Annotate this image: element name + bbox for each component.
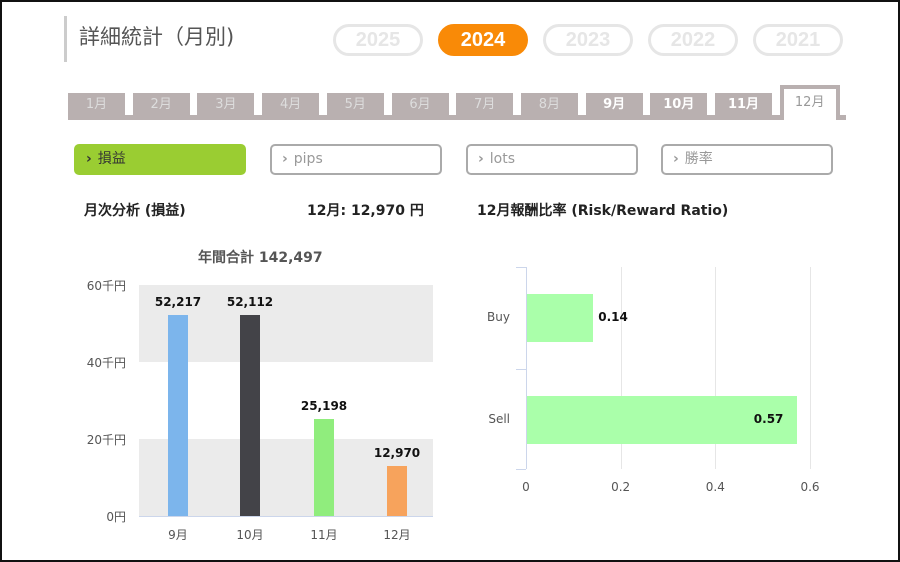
year-tab-2021[interactable]: 2021 bbox=[753, 24, 843, 56]
month-tab-7[interactable]: 7月 bbox=[456, 93, 514, 116]
bar-value-label: 0.14 bbox=[598, 310, 628, 324]
month-tab-8[interactable]: 8月 bbox=[520, 93, 578, 116]
bar-value-label: 52,217 bbox=[154, 294, 202, 309]
section-title: 月次分析 (損益) bbox=[84, 203, 186, 219]
y-axis bbox=[526, 267, 527, 469]
plot-band bbox=[139, 439, 433, 516]
bar-12月[interactable] bbox=[387, 466, 407, 516]
bar-9月[interactable] bbox=[168, 314, 188, 516]
bar-sell[interactable] bbox=[527, 396, 797, 444]
year-tab-2024[interactable]: 2024 bbox=[438, 24, 528, 56]
metric-tab-0[interactable]: › 損益 bbox=[74, 144, 246, 175]
month-tab-3[interactable]: 3月 bbox=[197, 93, 255, 116]
y-tick bbox=[516, 267, 526, 268]
metric-tab-2[interactable]: › lots bbox=[466, 144, 638, 175]
bar-11月[interactable] bbox=[314, 418, 334, 516]
metric-tab-1[interactable]: › pips bbox=[270, 144, 442, 175]
y-tick-label: 60千円 bbox=[86, 279, 126, 293]
plot-band bbox=[139, 285, 433, 362]
month-tab-2[interactable]: 2月 bbox=[132, 93, 190, 116]
month-tab-11[interactable]: 11月 bbox=[715, 93, 772, 116]
year-tab-2025[interactable]: 2025 bbox=[333, 24, 423, 56]
bar-value-label: 0.57 bbox=[753, 412, 784, 426]
month-tab-5[interactable]: 5月 bbox=[326, 93, 384, 116]
annual-total: 年間合計 142,497 bbox=[198, 250, 323, 266]
metric-label: 勝率 bbox=[684, 151, 713, 167]
metric-label: lots bbox=[489, 151, 516, 167]
month-tab-10[interactable]: 10月 bbox=[650, 93, 708, 116]
page-title: 詳細統計（月別) bbox=[64, 16, 234, 62]
month-tab-6[interactable]: 6月 bbox=[391, 93, 449, 116]
bar-10月[interactable] bbox=[240, 315, 260, 516]
metric-tab-3[interactable]: › 勝率 bbox=[661, 144, 833, 175]
month-tab-9[interactable]: 9月 bbox=[585, 93, 643, 116]
x-axis bbox=[139, 516, 433, 517]
y-tick-label: 0円 bbox=[106, 510, 126, 524]
month-tab-4[interactable]: 4月 bbox=[262, 93, 320, 116]
rr-title: 12月報酬比率 (Risk/Reward Ratio) bbox=[477, 203, 729, 219]
metric-label: 損益 bbox=[97, 151, 126, 167]
x-tick-label: 10月 bbox=[236, 528, 264, 542]
current-month-total: 12月: 12,970 円 bbox=[307, 203, 424, 219]
x-tick-label: 11月 bbox=[310, 528, 338, 542]
grid-line bbox=[620, 267, 622, 469]
month-tab-12[interactable]: 12月 bbox=[779, 85, 840, 120]
y-tick-label: 20千円 bbox=[86, 433, 126, 447]
bar-value-label: 12,970 bbox=[373, 446, 421, 461]
x-tick-label: 0.6 bbox=[800, 480, 820, 494]
y-tick bbox=[516, 469, 526, 470]
month-tab-bar bbox=[68, 115, 846, 120]
x-tick-label: 0.2 bbox=[611, 480, 631, 494]
x-tick-label: 12月 bbox=[383, 528, 411, 542]
bar-value-label: 52,112 bbox=[226, 295, 274, 310]
grid-line bbox=[810, 267, 811, 469]
y-category-label: Buy bbox=[487, 310, 510, 324]
grid-line bbox=[715, 267, 717, 469]
y-category-label: Sell bbox=[488, 412, 510, 426]
chevron-right-icon: › bbox=[673, 151, 679, 167]
chevron-right-icon: › bbox=[86, 151, 92, 167]
bar-value-label: 25,198 bbox=[300, 398, 348, 413]
x-tick-label: 0.4 bbox=[705, 480, 725, 494]
x-tick-label: 0 bbox=[522, 480, 530, 494]
bar-buy[interactable] bbox=[527, 294, 594, 342]
y-tick bbox=[516, 369, 526, 370]
chevron-right-icon: › bbox=[478, 151, 484, 167]
metric-label: pips bbox=[293, 151, 323, 167]
year-tab-2022[interactable]: 2022 bbox=[648, 24, 738, 56]
year-tab-2023[interactable]: 2023 bbox=[543, 24, 633, 56]
chevron-right-icon: › bbox=[282, 151, 288, 167]
y-tick-label: 40千円 bbox=[86, 356, 126, 370]
month-tab-1[interactable]: 1月 bbox=[68, 93, 125, 116]
x-tick-label: 9月 bbox=[168, 528, 188, 542]
